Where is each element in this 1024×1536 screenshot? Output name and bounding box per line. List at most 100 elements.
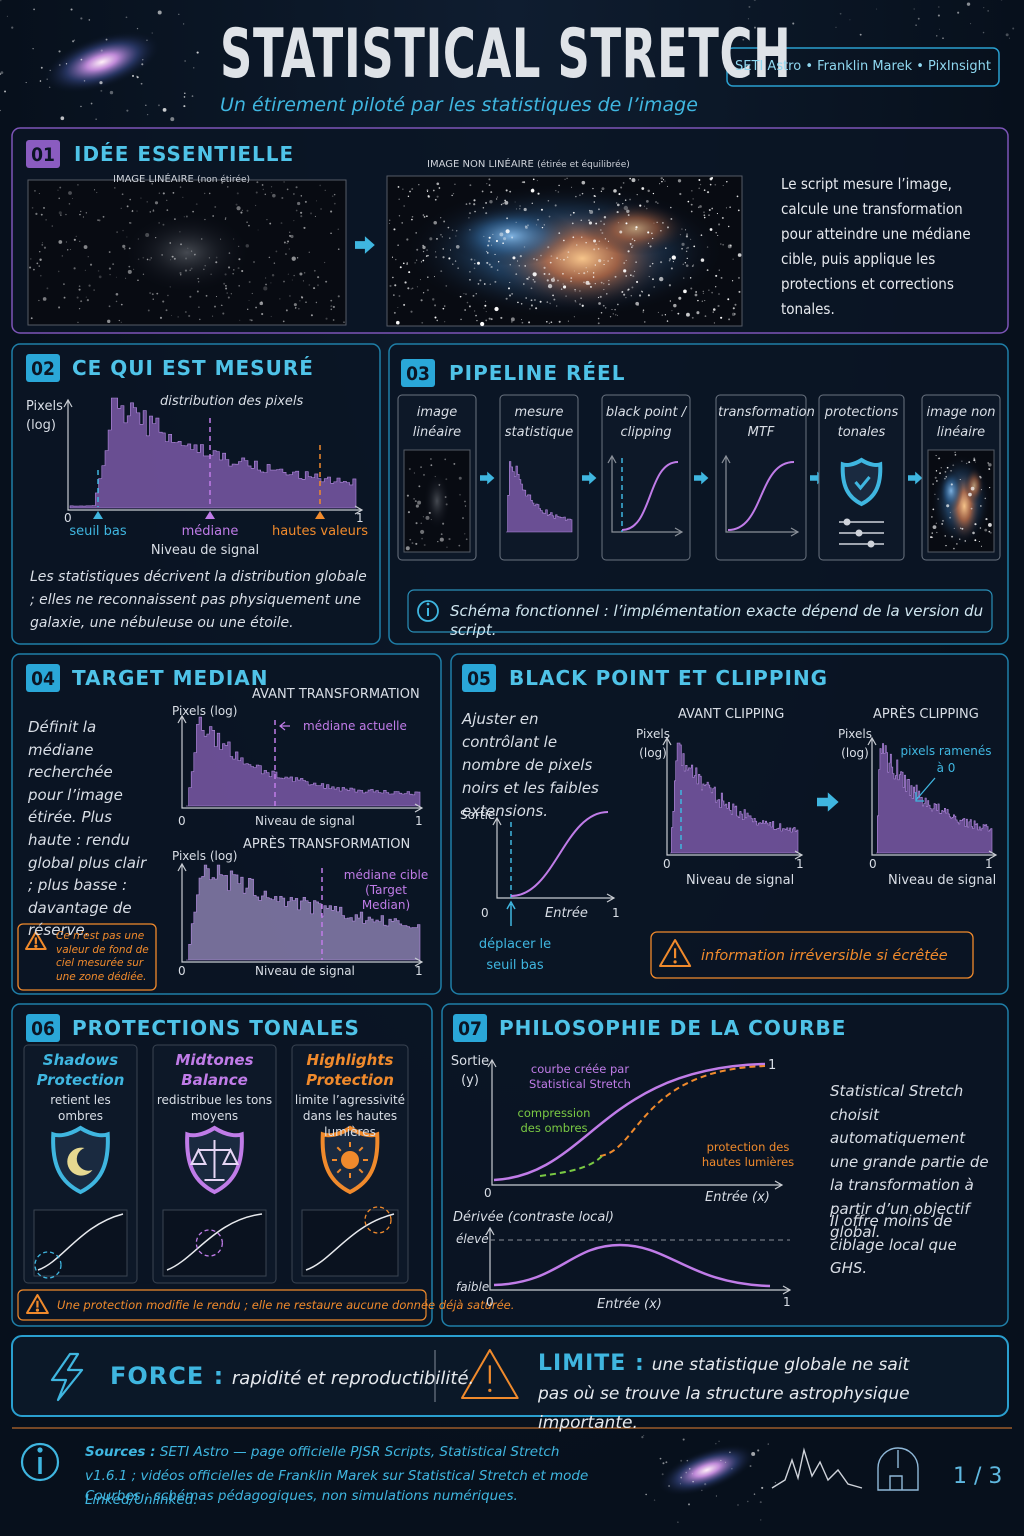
star bbox=[523, 246, 526, 248]
star bbox=[285, 309, 288, 312]
star bbox=[682, 1438, 685, 1441]
star bbox=[682, 263, 684, 265]
star bbox=[105, 38, 108, 41]
star bbox=[272, 193, 276, 198]
star bbox=[419, 279, 421, 281]
star bbox=[635, 226, 638, 229]
star bbox=[495, 240, 499, 243]
star bbox=[86, 299, 89, 302]
star bbox=[934, 476, 937, 479]
star bbox=[959, 538, 961, 540]
star bbox=[984, 497, 987, 500]
star bbox=[423, 543, 426, 546]
star bbox=[600, 190, 603, 193]
star bbox=[737, 276, 740, 279]
star bbox=[536, 258, 538, 261]
star bbox=[465, 538, 468, 541]
star bbox=[401, 222, 403, 224]
star bbox=[190, 250, 193, 252]
star bbox=[576, 244, 578, 246]
star bbox=[692, 264, 695, 266]
star bbox=[477, 282, 480, 285]
star bbox=[641, 1436, 644, 1439]
badge bbox=[401, 359, 435, 387]
star bbox=[497, 261, 500, 263]
star bbox=[697, 299, 699, 302]
star bbox=[486, 183, 488, 185]
star bbox=[30, 258, 32, 260]
star bbox=[398, 198, 400, 200]
star bbox=[0, 71, 4, 74]
star bbox=[228, 266, 231, 269]
star bbox=[957, 11, 960, 14]
star bbox=[679, 192, 682, 196]
star bbox=[441, 236, 443, 238]
histogram-icon bbox=[771, 1447, 863, 1489]
star bbox=[145, 104, 147, 107]
star bbox=[200, 238, 203, 240]
star bbox=[639, 204, 642, 207]
star bbox=[931, 532, 933, 534]
star bbox=[185, 215, 188, 218]
star bbox=[685, 247, 688, 249]
star bbox=[609, 316, 612, 318]
star bbox=[729, 244, 732, 247]
star bbox=[170, 117, 175, 122]
star bbox=[709, 228, 713, 231]
star bbox=[118, 319, 120, 322]
star bbox=[950, 483, 953, 486]
star bbox=[532, 278, 535, 281]
star bbox=[418, 184, 420, 186]
star bbox=[673, 303, 677, 308]
star bbox=[949, 516, 952, 519]
star bbox=[941, 522, 944, 525]
star bbox=[725, 207, 727, 209]
star bbox=[80, 300, 83, 303]
mini-chart bbox=[33, 1209, 128, 1277]
text: Niveau de signal bbox=[255, 964, 355, 978]
star bbox=[485, 319, 488, 322]
star bbox=[711, 207, 714, 210]
star bbox=[530, 299, 533, 302]
star bbox=[720, 243, 722, 245]
text: 0 bbox=[869, 857, 877, 871]
star bbox=[442, 256, 445, 259]
star bbox=[698, 179, 701, 181]
star bbox=[158, 192, 161, 194]
star bbox=[701, 300, 703, 302]
arrow bbox=[817, 792, 839, 812]
star bbox=[594, 282, 596, 285]
star bbox=[299, 272, 303, 276]
star bbox=[526, 224, 529, 227]
badge bbox=[26, 664, 60, 692]
card-text: redistribue les tons moyens bbox=[156, 1093, 273, 1123]
star bbox=[398, 295, 401, 297]
section-number: 07 bbox=[458, 1018, 482, 1040]
star bbox=[685, 1471, 687, 1474]
star bbox=[422, 516, 424, 518]
star bbox=[500, 316, 503, 319]
axis bbox=[67, 400, 362, 511]
text: 0 bbox=[663, 857, 671, 871]
star bbox=[649, 265, 652, 268]
star bbox=[983, 7, 985, 9]
star bbox=[409, 538, 412, 541]
text: Entrée bbox=[545, 906, 588, 921]
star bbox=[956, 543, 958, 545]
star bbox=[751, 1451, 756, 1456]
star bbox=[215, 295, 218, 298]
star bbox=[416, 259, 418, 261]
star bbox=[475, 293, 477, 295]
star bbox=[634, 240, 636, 242]
star bbox=[666, 226, 669, 229]
star bbox=[586, 271, 589, 273]
star bbox=[427, 254, 429, 257]
star bbox=[436, 182, 440, 186]
text: 0 bbox=[178, 964, 186, 978]
star bbox=[11, 26, 14, 29]
star bbox=[511, 236, 514, 239]
star bbox=[73, 238, 76, 241]
star bbox=[988, 463, 992, 467]
text: 1 bbox=[985, 857, 993, 871]
star bbox=[485, 250, 488, 253]
